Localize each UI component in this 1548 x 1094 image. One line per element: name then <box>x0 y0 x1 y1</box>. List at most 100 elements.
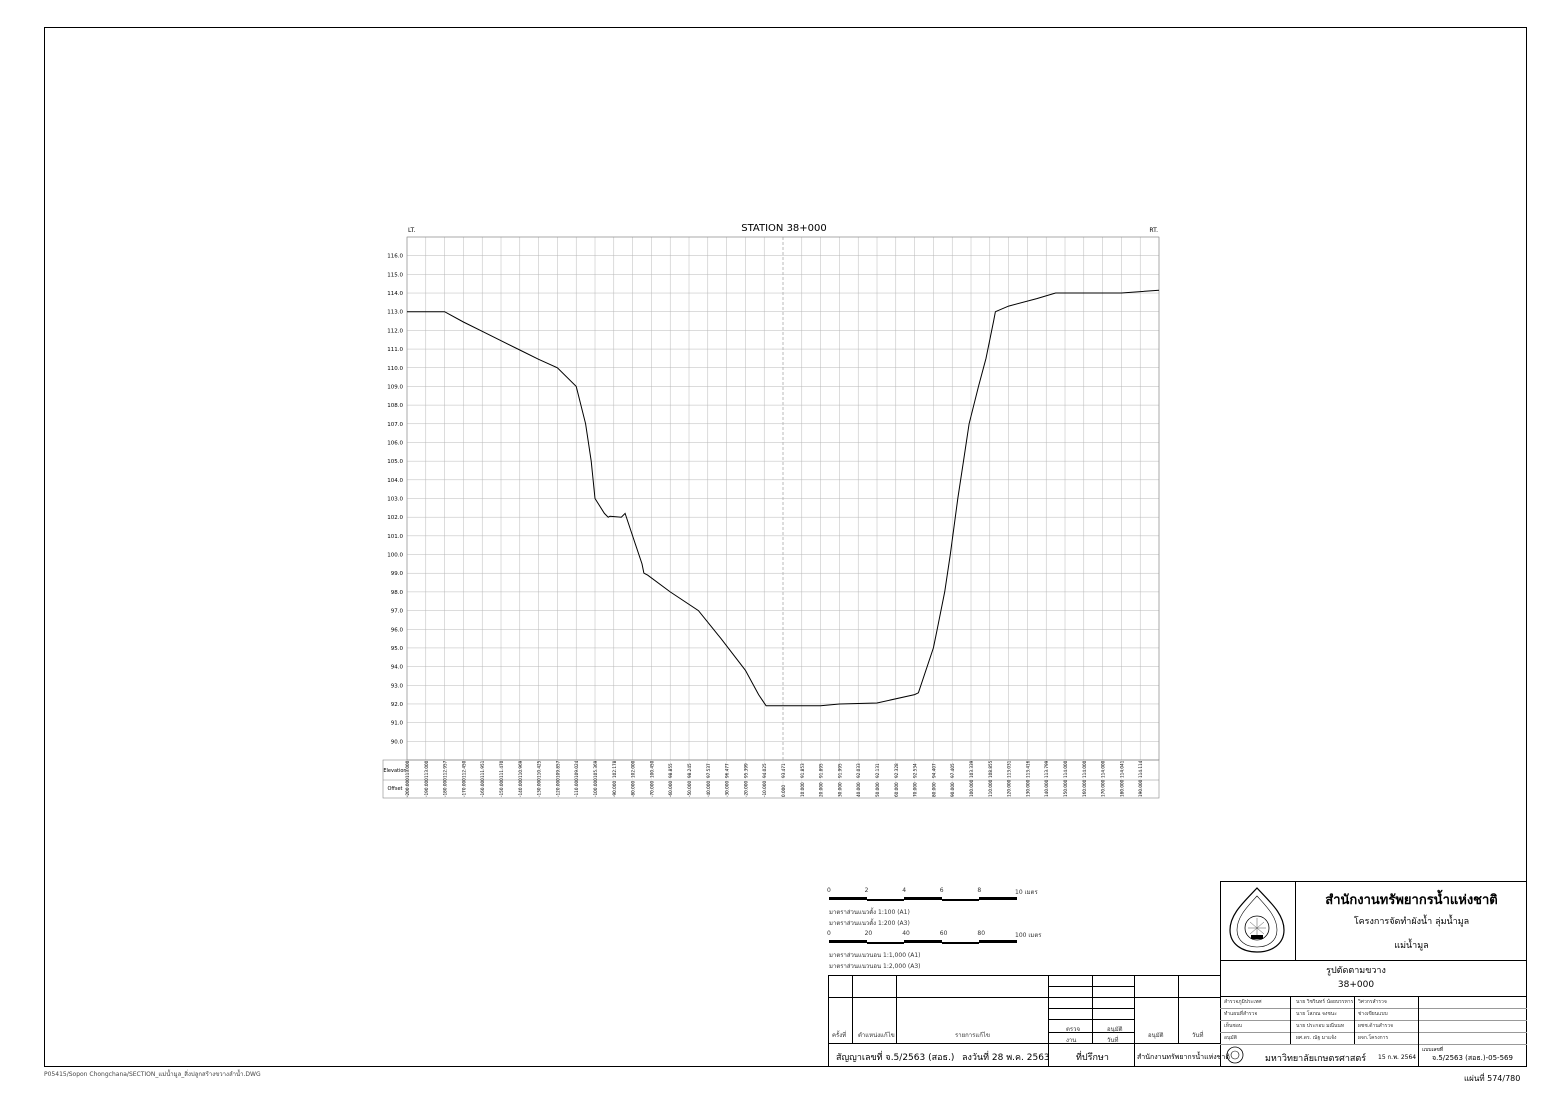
offset-value: -170.000 <box>461 778 466 797</box>
elevation-value: 113.416 <box>1025 760 1030 778</box>
elevation-value: 91.853 <box>800 763 805 778</box>
elevation-value: 105.369 <box>593 760 598 778</box>
scale-tick-label: 10 เมตร <box>1015 889 1038 896</box>
agency-seal-icon <box>1229 887 1285 953</box>
elevation-value: 113.000 <box>405 760 410 778</box>
offset-value: 180.000 <box>1119 779 1124 797</box>
right-bank-label: RT. <box>1149 227 1158 234</box>
contract-number: สัญญาเลขที่ จ.5/2563 (สอธ.) <box>836 1053 955 1063</box>
elevation-value: 92.131 <box>875 763 880 778</box>
contract-date: ลงวันที่ 28 พ.ค. 2563 <box>962 1053 1050 1063</box>
offset-value: -20.000 <box>743 781 748 797</box>
offset-value: 130.000 <box>1025 779 1030 797</box>
staff-cell: สำรวจภูมิประเทศ <box>1224 999 1262 1005</box>
elevation-value: 114.041 <box>1119 760 1124 778</box>
y-tick-label: 100.0 <box>387 553 403 559</box>
staff-cell: ทำแผนที่สำรวจ <box>1224 1011 1258 1017</box>
scale-tick-label: 0 <box>827 930 831 937</box>
offset-value: 40.000 <box>856 782 861 797</box>
scale-tick-label: 6 <box>939 887 944 894</box>
scale-segment <box>866 899 905 901</box>
elevation-value: 92.328 <box>894 763 899 778</box>
elevation-value: 113.000 <box>424 760 429 778</box>
table-row-label: Elevation <box>383 768 406 774</box>
y-tick-label: 96.0 <box>391 627 404 633</box>
scale-tick-label: 80 <box>977 930 986 937</box>
elevation-value: 114.000 <box>1082 760 1087 778</box>
y-tick-label: 95.0 <box>391 646 404 652</box>
scale-tick-label: 100 เมตร <box>1015 932 1042 939</box>
offset-value: -120.000 <box>555 778 560 797</box>
elevation-value: 102.178 <box>612 760 617 778</box>
offset-value: 70.000 <box>913 782 918 797</box>
elevation-value: 93.471 <box>781 763 786 778</box>
elevation-value: 111.951 <box>480 760 485 778</box>
scale-segment <box>866 942 905 944</box>
offset-value: -60.000 <box>668 781 673 797</box>
river-name: แม่น้ำมูล <box>1394 941 1429 951</box>
elevation-value: 113.031 <box>1007 760 1012 778</box>
offset-value: 110.000 <box>988 779 993 797</box>
offset-value: -30.000 <box>725 781 730 797</box>
offset-value: 100.000 <box>969 779 974 797</box>
staff-row-line <box>1220 1044 1527 1045</box>
elevation-value: 110.425 <box>537 760 542 778</box>
elevation-value: 95.399 <box>743 763 748 778</box>
y-tick-label: 106.0 <box>387 440 403 446</box>
consultant-label: ที่ปรึกษา <box>1076 1053 1109 1063</box>
project-name: โครงการจัดทำผังน้ำ ลุ่มน้ำมูล <box>1353 917 1470 927</box>
offset-value: 160.000 <box>1082 779 1087 797</box>
offset-value: 150.000 <box>1063 779 1068 797</box>
elevation-value: 103.339 <box>969 760 974 778</box>
staff-cell: นาย ประกอบ มณีนนท <box>1296 1023 1345 1029</box>
y-tick-label: 108.0 <box>387 403 403 409</box>
scale-segment <box>829 940 867 942</box>
y-tick-label: 113.0 <box>387 310 403 316</box>
drawing-date: 15 ก.พ. 2564 <box>1378 1054 1417 1061</box>
scale-segment <box>829 897 867 899</box>
offset-value: 0.000 <box>781 785 786 797</box>
staff-cell: นาย โสภณ จงชนะ <box>1296 1011 1337 1017</box>
staff-cell: อนุมัติ <box>1224 1035 1237 1041</box>
staff-cell: นาย วิชรินทร์ น้อยบรรหาร <box>1296 999 1354 1005</box>
scale-segment <box>979 940 1017 942</box>
offset-value: 80.000 <box>931 782 936 797</box>
drawing-no-label: แบบเลขที่ <box>1422 1047 1444 1053</box>
scale-baseline <box>829 942 1017 943</box>
offset-value: -40.000 <box>706 781 711 797</box>
elevation-value: 110.969 <box>518 760 523 778</box>
offset-value: 20.000 <box>819 782 824 797</box>
offset-value: -90.000 <box>612 781 617 797</box>
elevation-value: 102.000 <box>631 760 636 778</box>
offset-value: -190.000 <box>424 778 429 797</box>
rev-header-approve: อนุมัติ <box>1107 1026 1123 1033</box>
offset-value: -200.000 <box>405 778 410 797</box>
staff-cell: ผจก.โครงการ <box>1358 1035 1389 1041</box>
elevation-value: 111.470 <box>499 760 504 778</box>
offset-value: 60.000 <box>894 782 899 797</box>
staff-row-line <box>1220 1032 1527 1033</box>
y-tick-label: 97.0 <box>391 609 404 615</box>
y-tick-label: 114.0 <box>387 291 403 297</box>
offset-value: -160.000 <box>480 778 485 797</box>
y-tick-label: 99.0 <box>391 571 404 577</box>
ground-profile-line <box>407 289 1160 707</box>
y-tick-label: 91.0 <box>391 721 404 727</box>
scale-baseline <box>829 899 1017 900</box>
staff-row-line <box>1220 1020 1527 1021</box>
elevation-value: 114.000 <box>1063 760 1068 778</box>
elevation-value: 109.024 <box>574 760 579 778</box>
elevation-value: 98.855 <box>668 763 673 778</box>
offset-value: -140.000 <box>518 778 523 797</box>
rev-header-work: งาน <box>1066 1037 1077 1044</box>
y-tick-label: 90.0 <box>391 739 404 745</box>
elevation-value: 109.857 <box>555 760 560 778</box>
y-tick-label: 94.0 <box>391 665 404 671</box>
file-path: P05415/Sopon Chongchana/SECTION_แม่น้ำมู… <box>44 1071 261 1078</box>
chart-grid <box>406 236 1160 761</box>
scale-tick-label: 60 <box>939 930 948 937</box>
sheet-border <box>44 27 1527 1067</box>
chart-title: STATION 38+000 <box>741 223 827 234</box>
offset-value: 170.000 <box>1101 779 1106 797</box>
